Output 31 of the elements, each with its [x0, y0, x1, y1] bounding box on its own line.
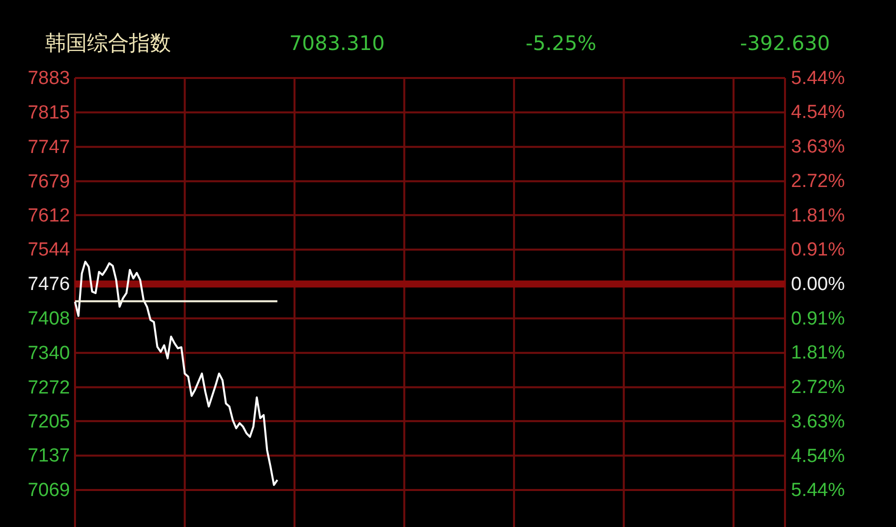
text: 7083.310 [289, 31, 385, 55]
y-tick-label: 7544 [28, 240, 70, 261]
y2-tick-label: 5.44% [791, 480, 845, 502]
y2-tick-label: 1.81% [791, 206, 845, 227]
y2-tick-label: 2.72% [791, 171, 845, 192]
y-tick-label: 7476 [28, 274, 70, 296]
y2-tick-label: 5.44% [791, 68, 845, 90]
y2-tick-label: 0.00% [791, 274, 845, 296]
y2-tick-label: 3.63% [791, 136, 845, 158]
y-tick-label: 7272 [28, 377, 70, 398]
y-tick-label: 7815 [28, 102, 70, 124]
y-tick-label: 7747 [28, 136, 70, 158]
y2-tick-label: 0.91% [791, 308, 845, 330]
y-tick-label: 7205 [28, 411, 70, 432]
y2-tick-label: 0.91% [791, 240, 845, 261]
y-tick-label: 7679 [28, 171, 70, 192]
y2-tick-label: 2.72% [791, 377, 845, 398]
chart-title: 韩国综合指数 [45, 31, 171, 55]
y-tick-label: 7612 [28, 205, 70, 226]
text: -5.25% [526, 31, 596, 55]
y2-tick-label: 3.63% [791, 412, 845, 433]
y-tick-label: 7883 [28, 68, 70, 90]
y-tick-label: 7340 [28, 342, 70, 364]
y-tick-label: 7137 [28, 446, 70, 467]
y-tick-label: 7069 [28, 480, 70, 502]
y2-tick-label: 1.81% [791, 342, 845, 364]
line-series [74, 260, 278, 486]
y-tick-label: 7408 [28, 308, 70, 330]
y2-tick-label: 4.54% [791, 446, 845, 467]
y2-tick-label: 4.54% [791, 102, 845, 124]
text: -392.630 [740, 31, 830, 55]
